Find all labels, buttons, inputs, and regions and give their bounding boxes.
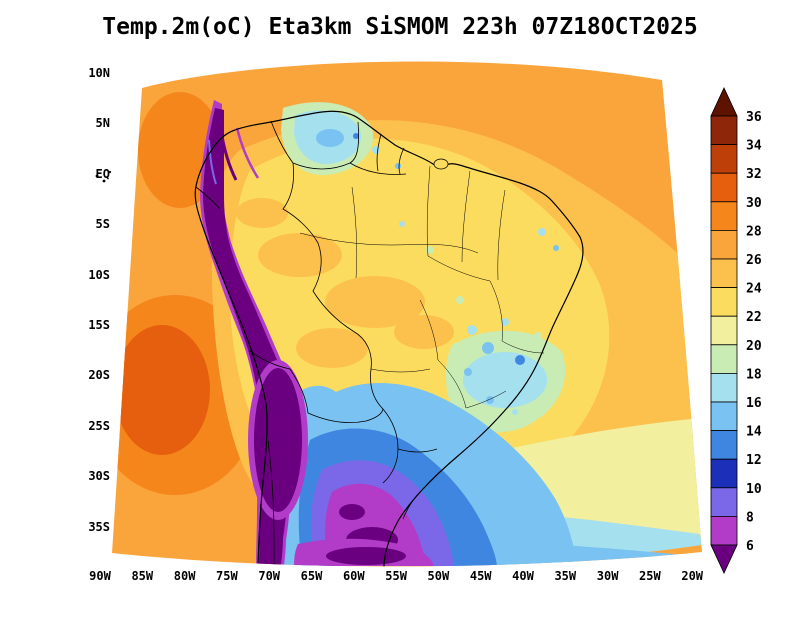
- galapagos-islands: [95, 170, 112, 183]
- colorbar-tick-label: 34: [746, 139, 762, 154]
- colorbar-tick-label: 28: [746, 224, 762, 239]
- colorbar-segment: [710, 258, 738, 289]
- colorbar-tick-label: 24: [746, 282, 762, 297]
- colorbar-segment: [710, 515, 738, 546]
- colorbar-tick-label: 32: [746, 167, 762, 182]
- colorbar-segment: [710, 487, 738, 517]
- country-borders: [195, 120, 438, 566]
- se-brazil-cool-core: [463, 352, 547, 408]
- colorbar-tick-label: 20: [746, 339, 762, 354]
- island-dot: [95, 174, 99, 178]
- colorbar-segment: [710, 287, 738, 317]
- colorbar-under-triangle: [710, 544, 738, 574]
- marajo-island: [433, 158, 449, 170]
- colorbar-segment: [710, 372, 738, 403]
- altiplano-core: [254, 368, 302, 512]
- colorbar-tick-label: 26: [746, 253, 762, 268]
- colombia-andes-filament: [208, 139, 217, 185]
- bottom-cold-minimum: [326, 547, 406, 565]
- island-dot: [108, 170, 112, 174]
- colorbar-tick-label: 10: [746, 482, 762, 497]
- colorbar-tick-label: 18: [746, 367, 762, 382]
- colorbar-tick-label: 6: [746, 539, 754, 554]
- colorbar-segment: [710, 115, 738, 146]
- colorbar-tick-label: 8: [746, 510, 754, 525]
- colorbar-segment: [710, 401, 738, 432]
- interior-warm-patch: [236, 198, 288, 228]
- colorbar-segment: [710, 172, 738, 203]
- colorbar-segment: [710, 315, 738, 346]
- southern-cold-minimum: [339, 504, 365, 520]
- interior-warm-patch: [325, 276, 425, 328]
- colombia-andes-filament: [235, 127, 260, 179]
- pacific-warm-core: [114, 325, 210, 455]
- colorbar-segment: [710, 430, 738, 460]
- colorbar-tick-label: 16: [746, 396, 762, 411]
- colorbar-tick-label: 36: [746, 110, 762, 125]
- colorbar-segment: [710, 201, 738, 231]
- colorbar-segment: [710, 144, 738, 174]
- colorbar-segment: [710, 344, 738, 374]
- colorbar-tick-label: 12: [746, 453, 762, 468]
- interior-warm-patch: [296, 328, 368, 368]
- state-borders: [299, 165, 545, 409]
- plot-title: Temp.2m(oC) Eta3km SiSMOM 223h 07Z18OCT2…: [102, 14, 698, 40]
- interior-warm-patch: [394, 315, 454, 349]
- colorbar: 36 34 32 30 28 26 24 22 20 18 16 14 12 10 8 6: [710, 87, 762, 574]
- colombia-andes-filament: [219, 129, 238, 181]
- temperature-field: [112, 61, 702, 567]
- colorbar-tick-label: 14: [746, 425, 762, 440]
- venezuela-cool-core: [316, 129, 344, 147]
- map-linework: [194, 110, 584, 567]
- colorbar-tick-label: 22: [746, 310, 762, 325]
- colorbar-over-triangle: [710, 87, 738, 117]
- colorbar-tick-label: 30: [746, 196, 762, 211]
- island-dot: [102, 179, 106, 183]
- colorbar-segment: [710, 458, 738, 489]
- colorbar-segment: [710, 229, 738, 260]
